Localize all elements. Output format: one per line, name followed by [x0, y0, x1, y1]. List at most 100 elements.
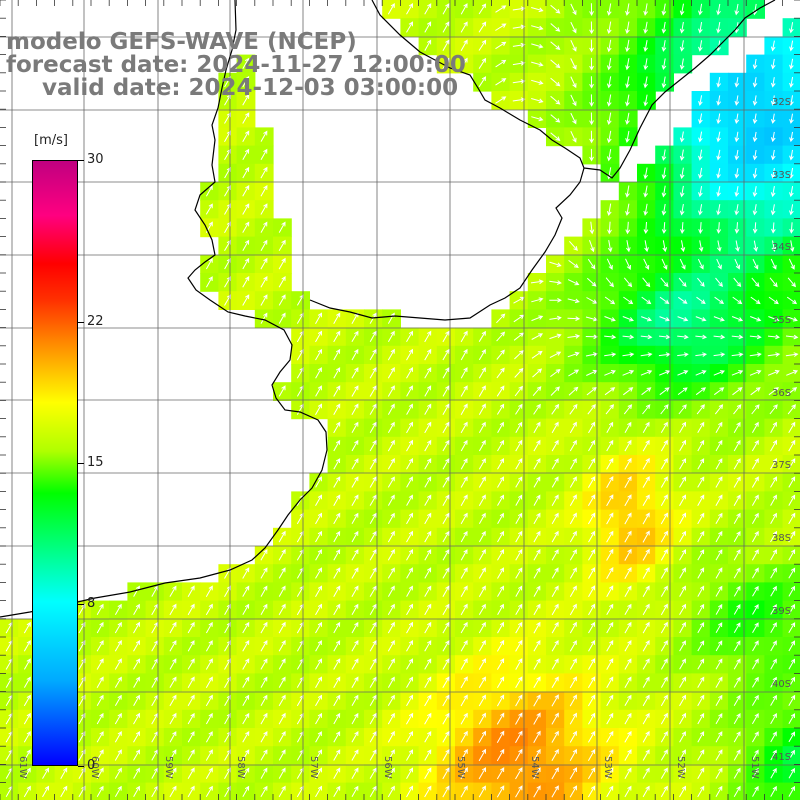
wind-arrow [242, 567, 250, 579]
wind-arrow [697, 676, 705, 688]
wind-arrow [679, 421, 687, 434]
wind-arrow [278, 585, 286, 597]
wind-arrow [133, 712, 141, 725]
wind-arrow [587, 494, 596, 507]
wind-arrow [406, 494, 413, 506]
wind-arrow [789, 149, 794, 161]
wind-arrow [278, 257, 286, 270]
lat-label: 36S [772, 388, 791, 399]
lat-label: 40S [772, 679, 791, 690]
wind-arrow [588, 712, 595, 725]
wind-arrow [588, 639, 596, 652]
wind-arrow [569, 748, 577, 762]
wind-arrow [770, 549, 777, 561]
wind-arrow [333, 385, 341, 397]
wind-arrow [495, 96, 507, 104]
wind-arrow [224, 203, 232, 215]
wind-arrow [205, 785, 213, 798]
wind-arrow [569, 512, 577, 525]
wind-arrow [624, 421, 632, 434]
wind-arrow [788, 622, 796, 634]
coastline [0, 0, 776, 618]
wind-arrow [679, 767, 687, 779]
wind-arrow [515, 421, 523, 434]
wind-arrow [661, 167, 667, 180]
wind-arrow [643, 94, 648, 107]
wind-arrow [333, 312, 341, 324]
wind-arrow [351, 676, 359, 688]
wind-arrow [660, 676, 668, 688]
wind-arrow [606, 712, 614, 725]
wind-arrow [660, 585, 668, 597]
wind-arrow [697, 694, 705, 707]
wind-arrow [23, 730, 31, 743]
wind-arrow [643, 40, 648, 52]
wind-arrow [550, 114, 561, 123]
wind-arrow [679, 785, 687, 798]
wind-arrow [497, 439, 505, 452]
wind-arrow [278, 749, 286, 761]
wind-arrow [278, 530, 286, 543]
wind-arrow [406, 785, 414, 798]
wind-arrow [679, 640, 686, 652]
wind-arrow [133, 676, 140, 688]
wind-arrow [715, 476, 723, 488]
wind-arrow [623, 404, 633, 415]
wind-arrow [642, 439, 650, 452]
wind-arrow [569, 530, 577, 543]
wind-arrow [606, 730, 614, 743]
wind-arrow [715, 494, 723, 506]
wind-arrow [133, 658, 141, 670]
wind-arrow [642, 404, 651, 415]
wind-arrow [512, 6, 526, 12]
wind-arrow [242, 75, 250, 88]
wind-arrow [242, 148, 250, 161]
wind-arrow [533, 712, 541, 725]
wind-arrow [622, 352, 635, 357]
wind-arrow [242, 767, 250, 779]
wind-arrow [387, 749, 395, 761]
wind-arrow [369, 639, 377, 652]
wind-arrow [478, 603, 486, 616]
wind-arrow [442, 658, 450, 670]
wind-arrow [387, 494, 395, 506]
wind-arrow [752, 131, 758, 143]
wind-arrow [23, 658, 31, 670]
wind-arrow [205, 767, 213, 779]
wind-arrow [424, 694, 432, 707]
wind-arrow [642, 712, 650, 725]
wind-arrow [497, 512, 504, 525]
wind-arrow [23, 712, 31, 725]
wind-arrow [660, 439, 668, 452]
wind-arrow [224, 749, 232, 761]
wind-arrow [531, 61, 544, 67]
wind-arrow [242, 221, 250, 233]
wind-arrow [788, 749, 795, 761]
wind-arrow [242, 93, 250, 106]
wind-arrow [496, 639, 505, 652]
wind-arrow [750, 387, 761, 396]
wind-arrow [789, 186, 794, 198]
wind-arrow [587, 785, 596, 798]
wind-arrow [733, 658, 741, 670]
wind-arrow [698, 204, 703, 216]
wind-arrow [512, 97, 526, 102]
wind-arrow [752, 785, 759, 797]
wind-arrow [715, 530, 723, 543]
wind-arrow [387, 512, 395, 525]
wind-arrow [351, 712, 359, 725]
wind-arrow [697, 421, 705, 434]
wind-arrow [733, 494, 741, 506]
wind-arrow [315, 640, 322, 652]
wind-arrow [549, 315, 562, 321]
wind-arrow [751, 421, 759, 433]
wind-arrow [205, 203, 213, 215]
wind-arrow [589, 240, 595, 253]
wind-arrow [242, 203, 250, 215]
wind-arrow [351, 549, 359, 561]
wind-arrow [588, 548, 596, 561]
wind-arrow [512, 42, 526, 48]
wind-arrow [770, 512, 777, 525]
wind-arrow [569, 549, 577, 561]
wind-arrow [589, 57, 594, 71]
